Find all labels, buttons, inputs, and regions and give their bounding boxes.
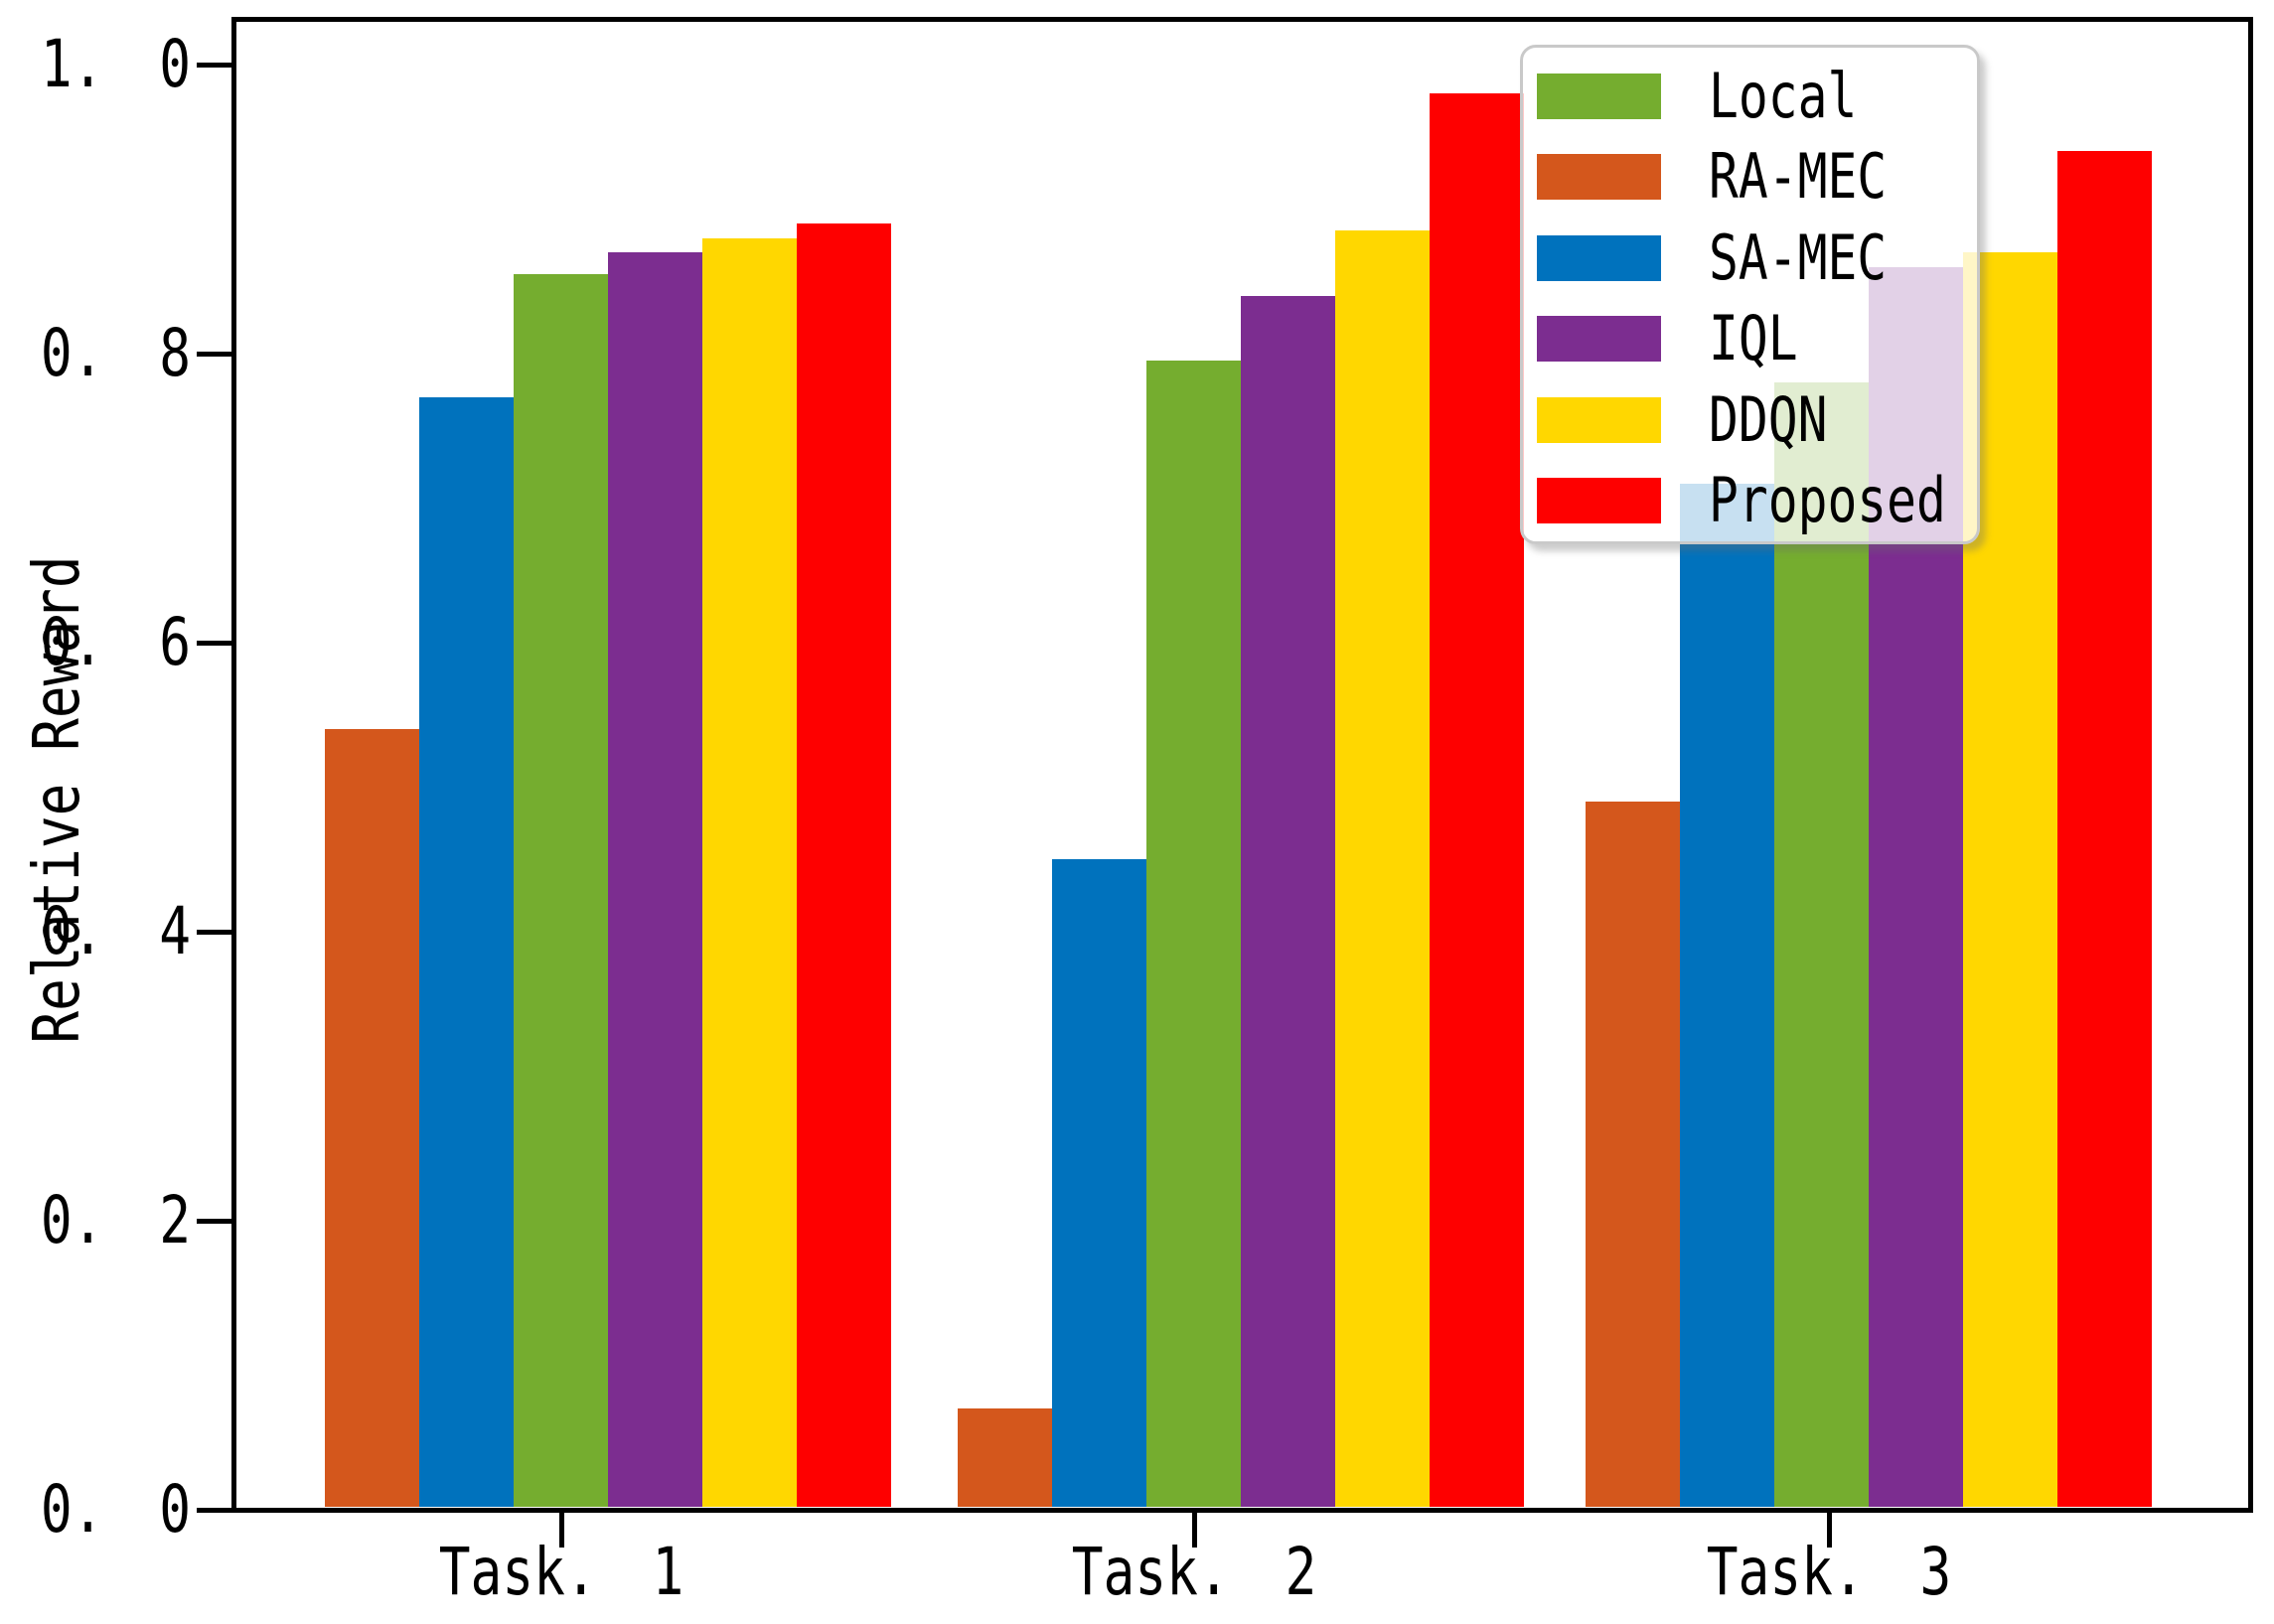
bar-ra-mec-task-2: [958, 1408, 1052, 1507]
x-tick-mark: [558, 1512, 564, 1548]
bar-ra-mec-task-3: [1586, 802, 1680, 1507]
legend-label-sa-mec: SA-MEC: [1709, 221, 1888, 294]
bar-sa-mec-task-2: [1052, 859, 1146, 1507]
y-tick-label: 0. 4: [40, 893, 191, 969]
legend-label-proposed: Proposed: [1709, 464, 1946, 537]
legend-item-sa-mec: SA-MEC: [1537, 218, 1977, 299]
x-tick-mark: [1826, 1512, 1832, 1548]
bar-sa-mec-task-1: [419, 396, 514, 1507]
legend-item-proposed: Proposed: [1537, 461, 1977, 542]
plot-area: [231, 17, 2253, 1513]
y-tick-mark: [197, 1507, 234, 1513]
legend-item-iql: IQL: [1537, 299, 1977, 380]
legend-swatch-iql: [1537, 316, 1661, 363]
legend-item-ra-mec: RA-MEC: [1537, 137, 1977, 219]
x-tick-label-task-3: Task. 3: [1706, 1534, 1952, 1610]
legend-label-iql: IQL: [1709, 302, 1798, 375]
bar-local-task-2: [1146, 361, 1241, 1507]
legend-swatch-sa-mec: [1537, 234, 1661, 281]
legend-swatch-proposed: [1537, 478, 1661, 524]
y-tick-mark: [197, 929, 234, 935]
y-tick-label: 1. 0: [40, 26, 191, 102]
bar-ddqn-task-1: [702, 237, 797, 1507]
legend-label-local: Local: [1709, 59, 1858, 132]
legend-swatch-ddqn: [1537, 396, 1661, 443]
y-tick-mark: [197, 640, 234, 646]
x-tick-mark: [1191, 1512, 1197, 1548]
legend-swatch-ra-mec: [1537, 154, 1661, 201]
x-tick-label-task-2: Task. 2: [1071, 1534, 1317, 1610]
legend-label-ra-mec: RA-MEC: [1709, 140, 1888, 214]
bar-proposed-task-3: [2057, 151, 2152, 1507]
bar-proposed-task-2: [1430, 93, 1524, 1507]
bar-proposed-task-1: [797, 223, 891, 1507]
bar-iql-task-2: [1241, 295, 1335, 1507]
legend: Local RA-MEC SA-MEC IQL DDQN Proposed: [1520, 45, 1980, 544]
legend-swatch-local: [1537, 73, 1661, 119]
y-tick-mark: [197, 351, 234, 357]
y-tick-label: 0. 8: [40, 315, 191, 391]
y-tick-mark: [197, 62, 234, 68]
x-tick-label-task-1: Task. 1: [438, 1534, 684, 1610]
bar-ra-mec-task-1: [325, 729, 419, 1507]
legend-item-ddqn: DDQN: [1537, 379, 1977, 461]
y-tick-mark: [197, 1218, 234, 1224]
bar-iql-task-1: [608, 252, 702, 1507]
bar-local-task-1: [514, 273, 608, 1507]
bar-local-task-3: [1774, 382, 1869, 1507]
y-tick-label: 0. 6: [40, 604, 191, 680]
y-tick-label: 0. 2: [40, 1182, 191, 1258]
legend-item-local: Local: [1537, 56, 1977, 137]
bar-ddqn-task-2: [1335, 230, 1430, 1507]
y-tick-label: 0. 0: [40, 1471, 191, 1548]
legend-label-ddqn: DDQN: [1709, 382, 1828, 456]
bar-sa-mec-task-3: [1680, 483, 1774, 1507]
